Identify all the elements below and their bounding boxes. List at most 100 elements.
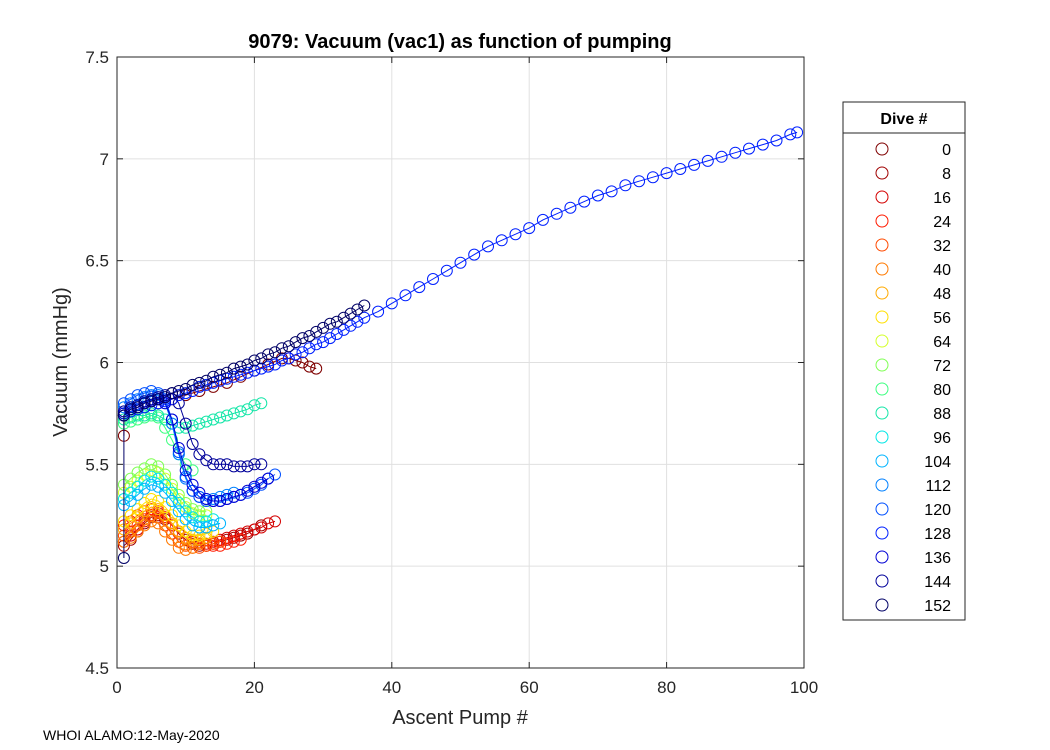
data-point — [317, 336, 330, 349]
data-point — [344, 307, 357, 320]
data-point — [131, 389, 144, 402]
data-point — [138, 387, 151, 400]
legend-marker — [875, 406, 889, 420]
chart-title: 9079: Vacuum (vac1) as function of pumpi… — [248, 31, 671, 53]
data-point — [124, 472, 137, 485]
legend-marker — [875, 478, 889, 492]
data-point — [200, 515, 213, 528]
data-point — [186, 478, 199, 491]
data-point — [509, 228, 522, 241]
data-point — [241, 460, 254, 473]
data-point — [701, 154, 714, 167]
data-point — [152, 397, 165, 410]
legend-marker — [875, 598, 889, 612]
data-point — [227, 362, 240, 375]
series-layer — [117, 126, 804, 564]
data-point — [296, 332, 309, 345]
data-point — [179, 525, 192, 538]
data-point — [427, 273, 439, 285]
data-point — [358, 311, 371, 324]
data-point — [591, 189, 604, 202]
data-point — [166, 495, 178, 507]
x-tick-label: 100 — [790, 678, 818, 697]
data-point — [317, 321, 330, 334]
data-point — [186, 541, 199, 554]
data-point — [172, 505, 185, 518]
data-point — [310, 325, 323, 338]
data-point — [186, 378, 199, 391]
data-point — [330, 315, 343, 328]
series-48 — [117, 501, 213, 546]
data-point — [255, 362, 268, 375]
data-point — [220, 458, 233, 471]
data-point — [248, 364, 261, 377]
legend-label: 96 — [933, 430, 951, 447]
data-point — [482, 240, 494, 253]
legend-marker — [875, 190, 889, 204]
data-point — [172, 541, 185, 554]
data-point — [200, 531, 213, 544]
data-point — [214, 495, 227, 507]
data-point — [131, 488, 144, 501]
data-point — [770, 134, 783, 147]
legend-label: 32 — [933, 238, 951, 255]
series-line — [123, 514, 262, 547]
data-point — [214, 535, 227, 548]
data-point — [166, 478, 178, 491]
data-point — [179, 505, 192, 518]
data-point — [729, 146, 742, 159]
data-point — [674, 163, 687, 175]
legend-marker — [875, 502, 889, 516]
data-point — [241, 366, 254, 379]
data-point — [578, 195, 591, 208]
data-point — [715, 150, 728, 163]
data-point — [550, 207, 563, 220]
data-point — [124, 517, 137, 530]
legend-entries: 0 8 16 24 32 40 48 56 64 72 80 88 96 104 112 120 128 136 1… — [875, 142, 951, 615]
legend-marker — [875, 358, 889, 372]
x-axis-label: Ascent Pump # — [392, 707, 529, 729]
legend-label: 56 — [933, 310, 951, 327]
x-tick-label: 0 — [112, 678, 121, 697]
data-point — [138, 513, 151, 526]
data-point — [131, 409, 144, 422]
data-point — [262, 348, 275, 361]
data-point — [124, 415, 137, 428]
data-point — [193, 509, 206, 522]
data-point — [310, 362, 323, 375]
legend-marker — [875, 310, 889, 324]
legend-marker — [875, 142, 889, 156]
data-point — [200, 415, 213, 428]
data-point — [159, 391, 172, 404]
data-point — [234, 533, 247, 546]
data-point — [152, 517, 165, 530]
data-point — [262, 360, 275, 373]
data-point — [269, 515, 281, 528]
legend-title: Dive # — [880, 111, 927, 128]
x-tick-label: 60 — [520, 678, 539, 697]
data-point — [255, 458, 268, 471]
data-point — [152, 387, 165, 400]
data-point — [124, 486, 137, 499]
data-point — [248, 523, 261, 536]
data-point — [234, 488, 247, 501]
series-line — [123, 469, 207, 516]
data-point — [159, 501, 172, 514]
data-point — [124, 509, 137, 522]
data-point — [138, 468, 151, 481]
data-point — [145, 501, 158, 514]
data-point — [756, 138, 769, 151]
legend-marker — [875, 166, 889, 180]
legend-marker — [875, 262, 889, 276]
y-tick-label: 6 — [100, 354, 109, 373]
data-point — [186, 419, 199, 432]
data-point — [207, 413, 220, 426]
legend-marker — [875, 238, 889, 252]
data-point — [220, 488, 233, 501]
data-point — [214, 368, 227, 381]
data-point — [186, 385, 199, 397]
data-point — [193, 376, 206, 389]
data-point — [289, 336, 302, 349]
data-point — [200, 527, 213, 540]
data-point — [310, 338, 323, 351]
